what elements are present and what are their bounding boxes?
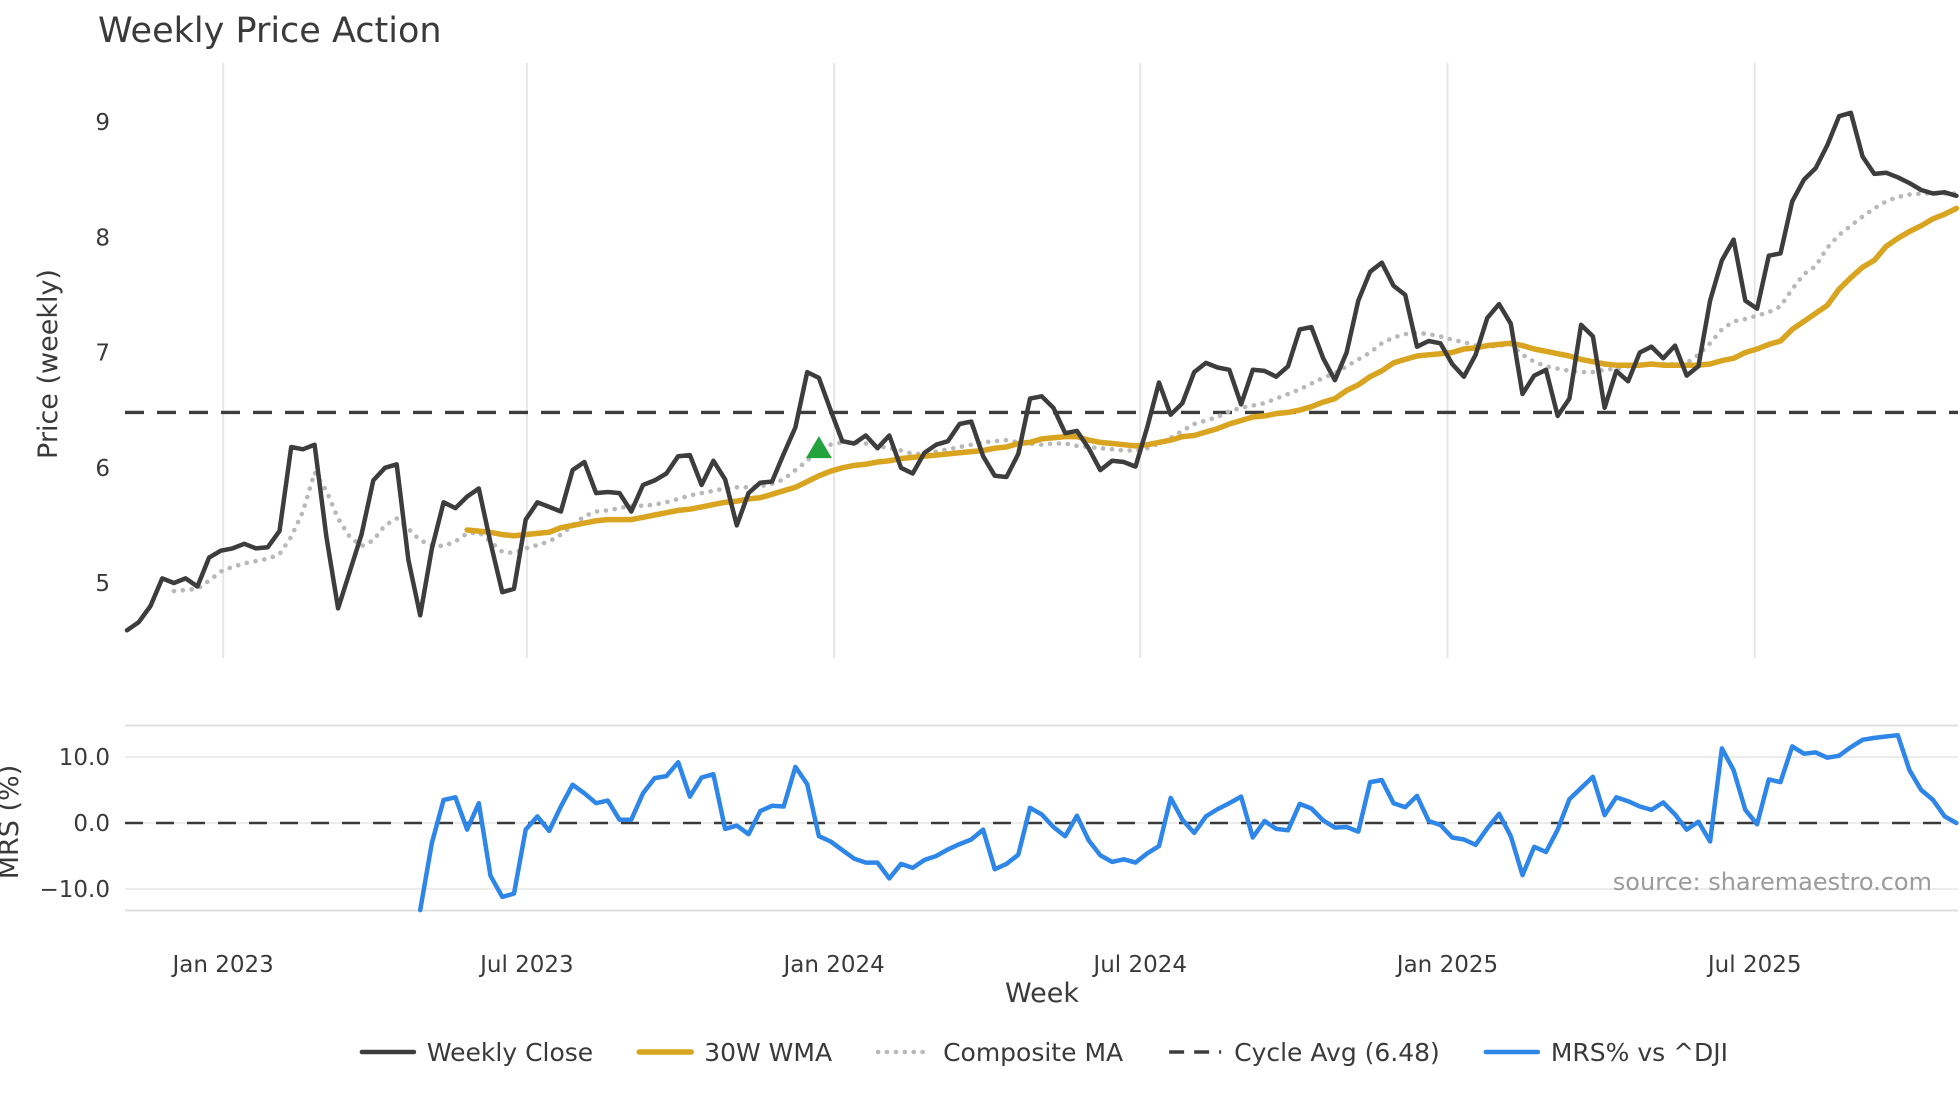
mrs-tick-label: −10.0 [40, 877, 110, 903]
mrs-series [417, 732, 1959, 913]
chart-title: Weekly Price Action [98, 11, 442, 51]
price-tick-label: 9 [95, 110, 110, 136]
legend-label: MRS% vs ^DJI [1551, 1038, 1728, 1067]
legend: Weekly Close 30W WMA Composite MA Cycle Avg… [359, 1038, 1728, 1067]
price-series [124, 110, 1960, 633]
price-tick-label: 8 [95, 225, 110, 251]
x-tick-label: Jul 2023 [478, 952, 574, 978]
weekly-close-line [124, 110, 1959, 633]
legend-item: MRS% vs ^DJI [1483, 1038, 1728, 1067]
price-axis-label: Price (weekly) [33, 269, 64, 459]
composite-ma-line [171, 191, 1959, 594]
legend-item: 30W WMA [636, 1038, 832, 1067]
wma-line [464, 205, 1960, 539]
price-tick-label: 6 [95, 456, 110, 482]
legend-item: Composite MA [875, 1038, 1123, 1067]
price-tick-label: 5 [95, 571, 110, 597]
legend-label: Composite MA [943, 1038, 1123, 1067]
legend-item: Cycle Avg (6.48) [1169, 1038, 1440, 1067]
buy-signal-marker [805, 436, 832, 459]
x-tick-label: Jul 2024 [1091, 952, 1187, 978]
mrs-tick-label: 0.0 [73, 811, 110, 837]
mrs-tick-label: 10.0 [59, 745, 110, 771]
legend-label: 30W WMA [704, 1038, 832, 1067]
x-axis-label: Week [1005, 978, 1079, 1009]
mrs-panel [125, 724, 1958, 912]
source-note: source: sharemaestro.com [1613, 868, 1932, 896]
legend-item: Weekly Close [359, 1038, 593, 1067]
mrs-line [417, 732, 1959, 913]
x-tick-label: Jan 2025 [1395, 952, 1498, 978]
x-tick-label: Jan 2024 [781, 952, 884, 978]
legend-label: Weekly Close [427, 1038, 593, 1067]
axis-tick-labels: 9 8 7 6 5 10.0 0.0 −10.0 Jan 2023 Jul 2023 Jan 202… [40, 110, 1802, 978]
price-gridlines [222, 63, 1756, 658]
mrs-axis-label: MRS (%) [0, 765, 25, 880]
price-tick-label: 7 [95, 341, 110, 367]
x-tick-label: Jan 2023 [171, 952, 274, 978]
x-tick-label: Jul 2025 [1706, 952, 1802, 978]
legend-label: Cycle Avg (6.48) [1234, 1038, 1440, 1067]
